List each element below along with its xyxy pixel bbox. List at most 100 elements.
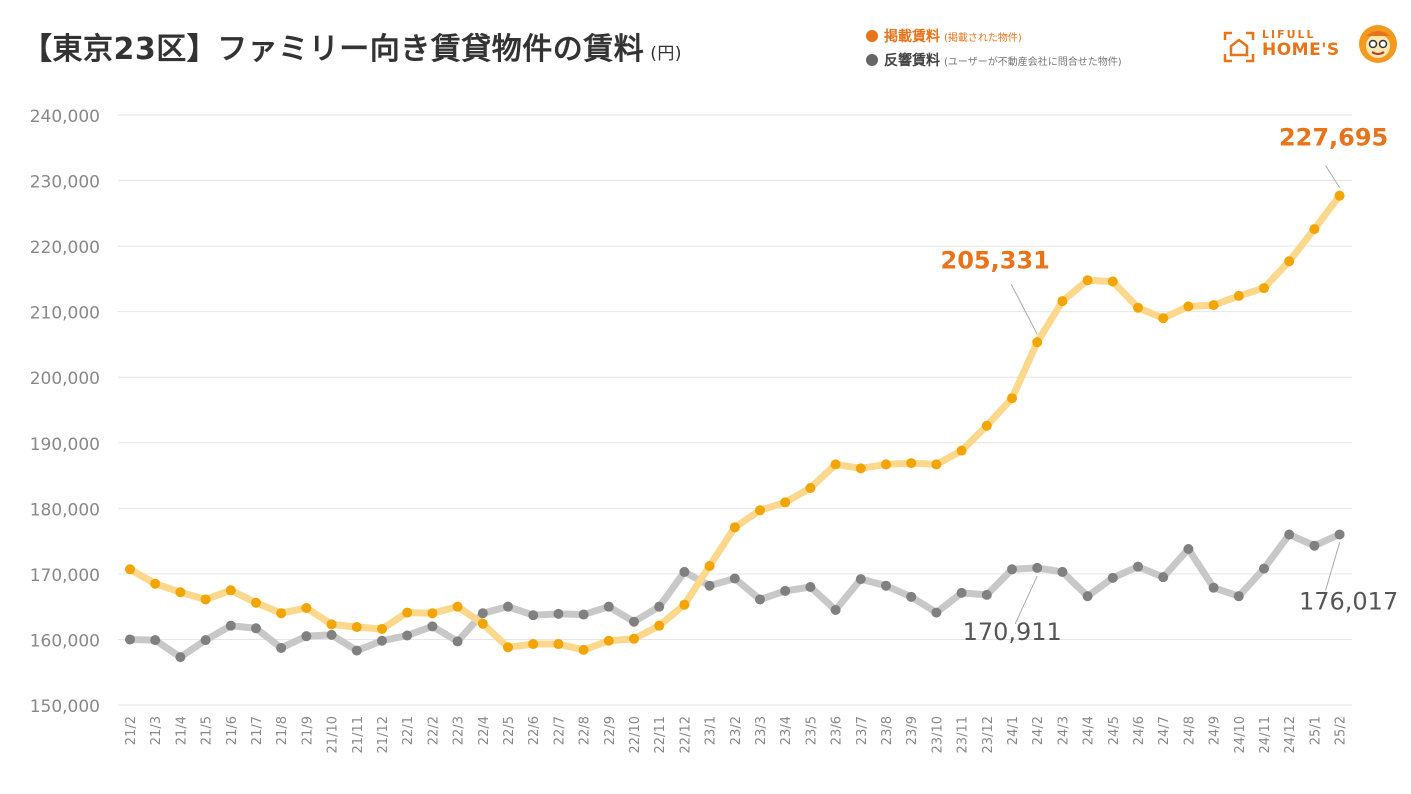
data-point-inquiry: [1208, 582, 1219, 593]
data-point-listing: [780, 497, 791, 508]
legend: 掲載賃料 (掲載された物件) 反響賃料 (ユーザーが不動産会社に問合せた物件): [866, 24, 1122, 72]
legend-marker-icon: [866, 30, 878, 42]
annotation-label: 205,331: [941, 246, 1050, 274]
logo-text-top: LIFULL: [1262, 28, 1316, 41]
x-tick-label: 21/7: [250, 716, 265, 745]
x-tick-label: 24/9: [1208, 716, 1223, 745]
data-point-inquiry: [276, 642, 287, 653]
data-point-inquiry: [377, 635, 387, 646]
data-point-listing: [1007, 393, 1017, 404]
data-point-listing: [276, 608, 287, 619]
data-point-inquiry: [326, 629, 337, 640]
data-point-inquiry: [200, 635, 211, 646]
x-tick-label: 23/8: [880, 716, 895, 745]
x-tick-label: 21/3: [149, 716, 164, 745]
x-tick-label: 23/9: [905, 716, 920, 745]
data-point-listing: [830, 459, 841, 470]
data-point-listing: [477, 618, 488, 629]
x-tick-label: 23/3: [754, 716, 769, 745]
y-tick-label: 180,000: [30, 500, 100, 520]
y-tick-label: 150,000: [30, 697, 100, 717]
data-point-listing: [629, 633, 639, 644]
data-point-listing: [906, 458, 917, 469]
legend-note-listing: (掲載された物件): [944, 32, 1022, 44]
data-point-inquiry: [1233, 591, 1244, 602]
chart-title-text: 【東京23区】ファミリー向き賃貸物件の賃料: [22, 32, 645, 67]
x-tick-label: 22/7: [552, 716, 567, 745]
x-tick-label: 24/4: [1082, 716, 1097, 745]
x-tick-label: 21/4: [174, 716, 189, 745]
x-tick-label: 22/4: [477, 716, 492, 745]
data-point-listing: [1259, 283, 1269, 294]
house-icon: [1223, 31, 1255, 63]
data-point-listing: [150, 578, 161, 589]
data-point-listing: [881, 459, 891, 470]
x-tick-label: 24/1: [1006, 716, 1021, 745]
data-point-inquiry: [175, 652, 186, 663]
x-tick-label: 23/5: [804, 716, 819, 745]
x-tick-label: 23/10: [930, 716, 945, 753]
data-point-listing: [654, 620, 665, 631]
data-point-inquiry: [755, 594, 765, 605]
data-point-listing: [1309, 224, 1320, 235]
data-point-inquiry: [150, 635, 161, 646]
data-point-listing: [755, 505, 765, 516]
x-tick-label: 24/12: [1283, 716, 1298, 753]
series-line-inquiry: [126, 530, 1344, 661]
data-point-inquiry: [225, 620, 236, 631]
data-point-inquiry: [830, 604, 841, 615]
data-point-listing: [251, 597, 261, 608]
data-point-listing: [1158, 313, 1169, 324]
y-tick-label: 210,000: [30, 304, 100, 324]
data-point-listing: [553, 639, 564, 650]
x-tick-label: 21/6: [225, 716, 240, 745]
x-tick-label: 21/8: [275, 716, 290, 745]
x-tick-label: 25/1: [1308, 716, 1323, 745]
data-point-listing: [855, 463, 866, 474]
y-tick-label: 200,000: [30, 369, 100, 389]
annotation-leader-line: [1325, 542, 1341, 591]
data-point-inquiry: [805, 582, 816, 592]
x-tick-label: 24/3: [1056, 716, 1071, 745]
x-tick-label: 21/11: [351, 716, 366, 753]
data-point-listing: [503, 642, 513, 653]
data-point-inquiry: [1057, 566, 1068, 577]
mascot-icon: [1359, 25, 1397, 63]
data-point-listing: [351, 621, 362, 632]
data-point-inquiry: [1107, 572, 1118, 583]
annotation-label: 176,017: [1299, 587, 1398, 615]
data-point-inquiry: [704, 580, 715, 591]
chart-title: 【東京23区】ファミリー向き賃貸物件の賃料 (円): [22, 24, 682, 68]
x-tick-label: 24/7: [1157, 716, 1172, 745]
x-tick-label: 24/2: [1031, 716, 1046, 745]
x-tick-label: 22/6: [527, 716, 542, 745]
x-tick-label: 24/11: [1258, 716, 1273, 753]
logo-text-bottom: HOME'S: [1262, 40, 1340, 60]
annotation-leader-line: [1325, 165, 1341, 188]
data-point-listing: [452, 601, 463, 612]
data-point-listing: [805, 483, 816, 494]
data-point-inquiry: [1007, 564, 1017, 575]
x-tick-label: 22/8: [578, 716, 593, 745]
x-tick-label: 22/2: [426, 716, 441, 745]
x-tick-label: 23/1: [704, 716, 719, 745]
data-point-inquiry: [402, 630, 413, 641]
data-point-listing: [1334, 190, 1345, 201]
annotation-leader-line: [1010, 284, 1038, 335]
data-point-inquiry: [679, 566, 690, 577]
data-point-inquiry: [654, 601, 665, 612]
x-tick-label: 23/4: [779, 716, 794, 745]
data-point-inquiry: [956, 587, 967, 598]
data-point-listing: [1233, 290, 1244, 301]
x-tick-label: 22/3: [452, 716, 467, 745]
data-point-listing: [578, 644, 589, 655]
data-point-inquiry: [1334, 529, 1345, 540]
data-point-inquiry: [301, 631, 312, 642]
x-tick-label: 22/5: [502, 716, 517, 745]
x-tick-label: 24/5: [1107, 716, 1122, 745]
x-tick-label: 21/5: [200, 716, 215, 745]
data-point-inquiry: [351, 645, 362, 656]
data-point-inquiry: [1284, 529, 1295, 540]
data-point-listing: [200, 594, 211, 605]
y-tick-label: 190,000: [30, 435, 100, 455]
